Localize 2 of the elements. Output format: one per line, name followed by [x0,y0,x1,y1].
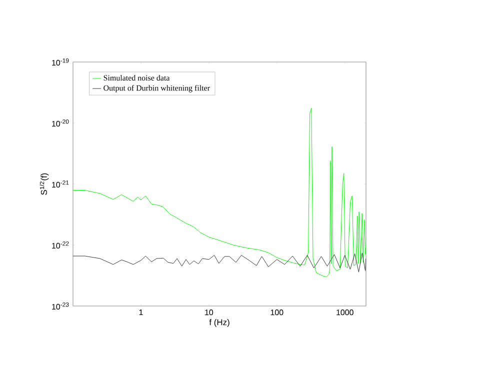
x-axis-title: f (Hz) [209,319,230,327]
y-axis-title: S$^{1/2}$(f) [40,173,49,195]
